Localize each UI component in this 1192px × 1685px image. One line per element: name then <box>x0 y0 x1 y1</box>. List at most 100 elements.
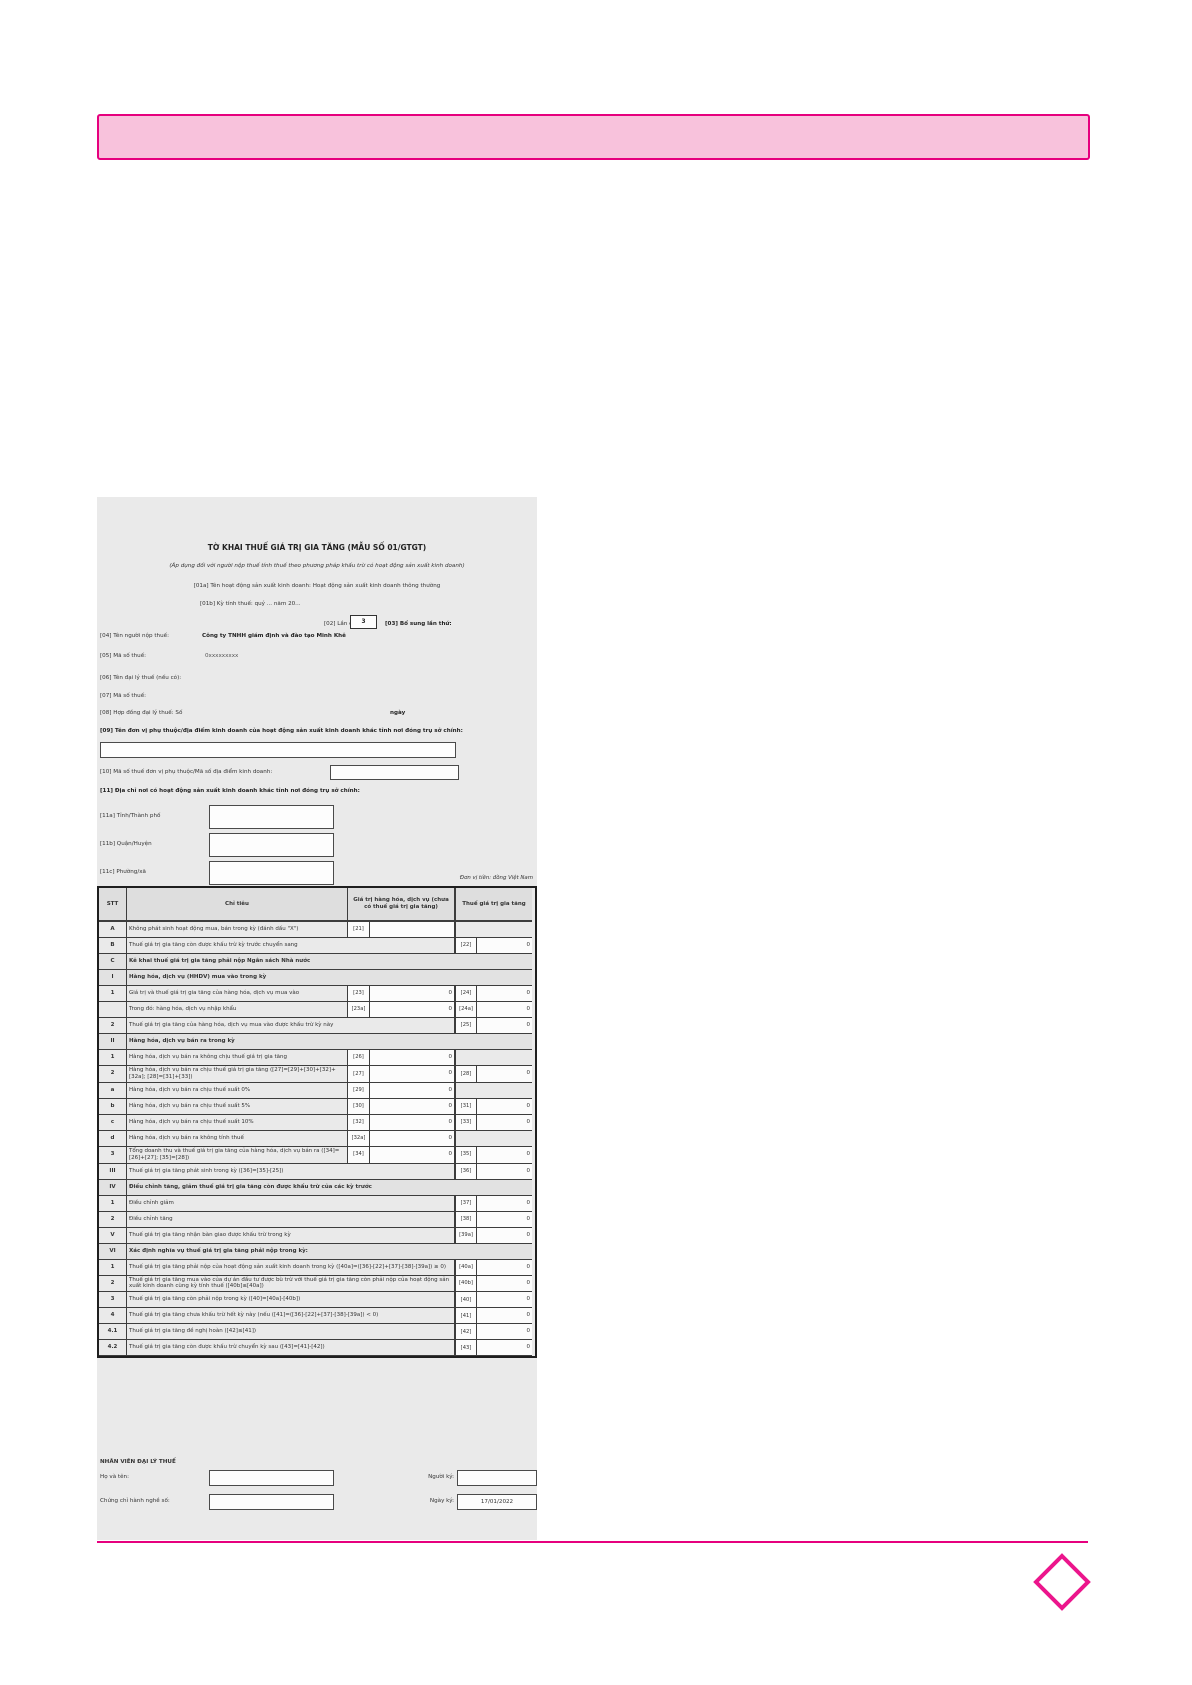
vat-table: STT Chỉ tiêu Giá trị hàng hóa, dịch vụ (ch… <box>97 886 537 1359</box>
table-row: 4.2 Thuế giá trị gia tăng còn được khấu t… <box>99 1340 535 1357</box>
row-code: [29] <box>348 1082 370 1099</box>
row-value: 0 <box>477 1066 532 1083</box>
row-value: 0 <box>477 1308 532 1325</box>
row-code: [40] <box>455 1292 477 1309</box>
col-header-chi-tieu: Chỉ tiêu <box>127 888 348 922</box>
field-01b: [01b] Kỳ tính thuế: quý ... năm 20... <box>200 601 301 607</box>
table-row: I Hàng hóa, dịch vụ (HHDV) mua vào trong … <box>99 970 535 986</box>
row-code: [26] <box>348 1050 370 1066</box>
table-row: 2 Điều chỉnh tăng [38] 0 <box>99 1211 535 1228</box>
row-label: Hàng hóa, dịch vụ bán ra chịu thuế suất … <box>127 1082 348 1099</box>
row-stt: 1 <box>99 986 127 1002</box>
row-value: 0 <box>477 1211 532 1228</box>
signer-input <box>457 1470 537 1486</box>
row-blank <box>455 1082 532 1099</box>
table-row: V Thuế giá trị gia tăng nhận bàn giao đượ… <box>99 1227 535 1244</box>
table-row: A Không phát sinh hoạt động mua, bán tron… <box>99 922 535 938</box>
row-label: Hàng hóa, dịch vụ bán ra trong kỳ <box>127 1034 532 1050</box>
field-06-label: [06] Tên đại lý thuế (nếu có): <box>100 675 182 681</box>
row-value: 0 <box>370 1002 455 1018</box>
table-row: 2 Thuế giá trị gia tăng mua vào của dự án… <box>99 1275 535 1293</box>
table-row: 2 Thuế giá trị gia tăng của hàng hóa, dịc… <box>99 1018 535 1034</box>
row-label: Kê khai thuế giá trị gia tăng phải nộp N… <box>127 954 532 970</box>
table-header-row: STT Chỉ tiêu Giá trị hàng hóa, dịch vụ (ch… <box>99 888 535 922</box>
sign-date-value: 17/01/2022 <box>457 1494 537 1510</box>
staff-section-title: NHÂN VIÊN ĐẠI LÝ THUẾ <box>100 1459 176 1465</box>
field-04-label: [04] Tên người nộp thuế: <box>100 633 169 639</box>
field-11b-input <box>209 833 334 857</box>
row-code: [42] <box>455 1324 477 1341</box>
row-stt: III <box>99 1163 127 1180</box>
row-label: Thuế giá trị gia tăng nhận bàn giao được… <box>127 1227 455 1244</box>
row-label: Tổng doanh thu và thuế giá trị gia tăng … <box>127 1146 348 1164</box>
row-stt: d <box>99 1130 127 1147</box>
row-code: [24] <box>455 986 477 1002</box>
row-label: Hàng hóa, dịch vụ bán ra chịu thuế suất … <box>127 1098 348 1115</box>
row-code: [36] <box>455 1163 477 1180</box>
row-label: Thuế giá trị gia tăng còn được khấu trừ … <box>127 1340 455 1357</box>
row-stt: 2 <box>99 1211 127 1228</box>
row-value: 0 <box>370 1098 455 1115</box>
form-title: TỜ KHAI THUẾ GIÁ TRỊ GIA TĂNG (MẪU SỐ 01… <box>207 543 427 552</box>
col-header-tax: Thuế giá trị gia tăng <box>455 888 532 922</box>
row-label: Thuế giá trị gia tăng đề nghị hoàn ([42]… <box>127 1324 455 1341</box>
row-label: Điều chỉnh giảm <box>127 1195 455 1212</box>
signer-label: Người ký: <box>428 1474 454 1480</box>
staff-cert-label: Chứng chỉ hành nghề số: <box>100 1498 170 1504</box>
row-code: [41] <box>455 1308 477 1325</box>
row-label: Không phát sinh hoạt động mua, bán trong… <box>127 922 348 938</box>
row-value: 0 <box>370 1082 455 1099</box>
row-stt: A <box>99 922 127 938</box>
table-row: IV Điều chỉnh tăng, giảm thuế giá trị gia… <box>99 1179 535 1196</box>
table-row: 1 Điều chỉnh giảm [37] 0 <box>99 1195 535 1212</box>
field-09-label: [09] Tên đơn vị phụ thuộc/địa điểm kinh … <box>100 728 463 734</box>
row-value: 0 <box>477 1163 532 1180</box>
row-label: Trong đó: hàng hóa, dịch vụ nhập khẩu <box>127 1002 348 1018</box>
row-value: 0 <box>370 986 455 1002</box>
row-value <box>370 922 455 938</box>
row-code: [23] <box>348 986 370 1002</box>
row-label: Xác định nghĩa vụ thuế giá trị gia tăng … <box>127 1243 532 1260</box>
row-label: Thuế giá trị gia tăng còn phải nộp trong… <box>127 1292 455 1309</box>
col-header-stt: STT <box>99 888 127 922</box>
row-value: 0 <box>477 1275 532 1293</box>
row-value: 0 <box>477 1227 532 1244</box>
field-04-value: Công ty TNHH giám định và đào tạo Minh K… <box>202 633 346 639</box>
row-value: 0 <box>370 1066 455 1083</box>
field-10-input <box>330 765 459 780</box>
staff-name-label: Họ và tên: <box>100 1474 129 1480</box>
row-label: Hàng hóa, dịch vụ (HHDV) mua vào trong k… <box>127 970 532 986</box>
row-code: [32] <box>348 1114 370 1131</box>
row-label: Điều chỉnh tăng <box>127 1211 455 1228</box>
field-02-box: 3 <box>350 615 377 629</box>
row-value: 0 <box>370 1114 455 1131</box>
row-label: Thuế giá trị gia tăng phát sinh trong kỳ… <box>127 1163 455 1180</box>
row-stt: 4.2 <box>99 1340 127 1357</box>
row-code: [40a] <box>455 1259 477 1276</box>
col-header-value: Giá trị hàng hóa, dịch vụ (chưa có thuế … <box>348 888 455 922</box>
row-code: [37] <box>455 1195 477 1212</box>
field-03-label: [03] Bổ sung lần thứ: <box>385 621 452 627</box>
row-label: Thuế giá trị gia tăng của hàng hóa, dịch… <box>127 1018 455 1034</box>
row-value: 0 <box>477 986 532 1002</box>
row-code: [23a] <box>348 1002 370 1018</box>
row-value: 0 <box>477 1018 532 1034</box>
row-stt: II <box>99 1034 127 1050</box>
table-row: 3 Tổng doanh thu và thuế giá trị gia tăng… <box>99 1146 535 1164</box>
table-row: B Thuế giá trị gia tăng còn được khấu trừ… <box>99 938 535 954</box>
row-stt: a <box>99 1082 127 1099</box>
field-11-label: [11] Địa chỉ nơi có hoạt động sản xuất k… <box>100 788 360 794</box>
row-code: [21] <box>348 922 370 938</box>
row-stt: I <box>99 970 127 986</box>
row-stt: 2 <box>99 1275 127 1293</box>
row-stt: 1 <box>99 1050 127 1066</box>
field-10-label: [10] Mã số thuế đơn vị phụ thuộc/Mã số đ… <box>100 769 273 775</box>
table-row: Trong đó: hàng hóa, dịch vụ nhập khẩu [23… <box>99 1002 535 1018</box>
field-11a-input <box>209 805 334 829</box>
table-row: 4 Thuế giá trị gia tăng chưa khấu trừ hết… <box>99 1308 535 1325</box>
row-code: [35] <box>455 1146 477 1164</box>
field-09-input <box>100 742 456 758</box>
row-stt: IV <box>99 1179 127 1196</box>
row-code: [22] <box>455 938 477 954</box>
sign-date-label: Ngày ký: <box>429 1498 454 1504</box>
